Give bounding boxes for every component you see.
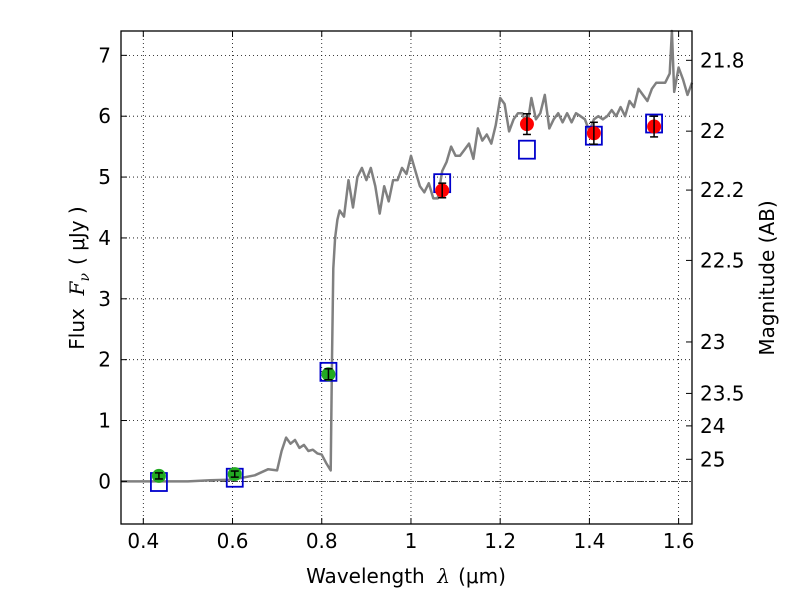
y-tick-label: 7 (98, 43, 111, 67)
magnitude-axis-label: Magnitude (AB) (755, 200, 779, 355)
magnitude-tick-label: 22.5 (700, 248, 745, 272)
x-axis-label-symbol: λ (436, 564, 450, 588)
y-axis-label-unit: ( μJy ) (65, 206, 89, 265)
magnitude-tick-label: 21.8 (700, 48, 745, 72)
x-tick-label: 0.4 (127, 529, 159, 553)
magnitude-tick-label: 23 (700, 330, 725, 354)
y-tick-label: 5 (98, 165, 111, 189)
y-tick-label: 6 (98, 104, 111, 128)
y-tick-label: 1 (98, 409, 111, 433)
photometry-markers-layer (150, 113, 663, 492)
y-tick-label: 3 (98, 287, 111, 311)
x-tick-label: 1 (405, 529, 418, 553)
y-tick-label: 4 (98, 226, 111, 250)
plot-frame (120, 30, 693, 525)
x-tick-label: 1.6 (663, 529, 695, 553)
model-spectrum-line (121, 29, 694, 483)
magnitude-tick-label: 25 (700, 447, 725, 471)
model-spectrum-layer (121, 29, 694, 483)
magnitude-tick-label: 22.2 (700, 178, 745, 202)
magnitude-tick-label: 23.5 (700, 381, 745, 405)
y-tick-label: 2 (98, 348, 111, 372)
y-axis-label: Flux Fν( μJy ) (65, 206, 93, 349)
y-axis-label-subscript: ν (77, 273, 93, 282)
x-tick-label: 0.6 (217, 529, 249, 553)
x-tick-label: 0.8 (306, 529, 338, 553)
x-axis-label-unit: (μm) (458, 564, 506, 588)
y-axis-label-symbol: F (65, 280, 89, 296)
magnitude-tick-label: 24 (700, 414, 725, 438)
model-photometry-square (518, 139, 536, 160)
x-tick-label: 1.4 (573, 529, 605, 553)
y-tick-label: 0 (98, 469, 111, 493)
x-axis-label: Wavelength λ (μm) (306, 564, 506, 588)
x-tick-label: 1.2 (484, 529, 516, 553)
magnitude-tick-label: 22 (700, 119, 725, 143)
